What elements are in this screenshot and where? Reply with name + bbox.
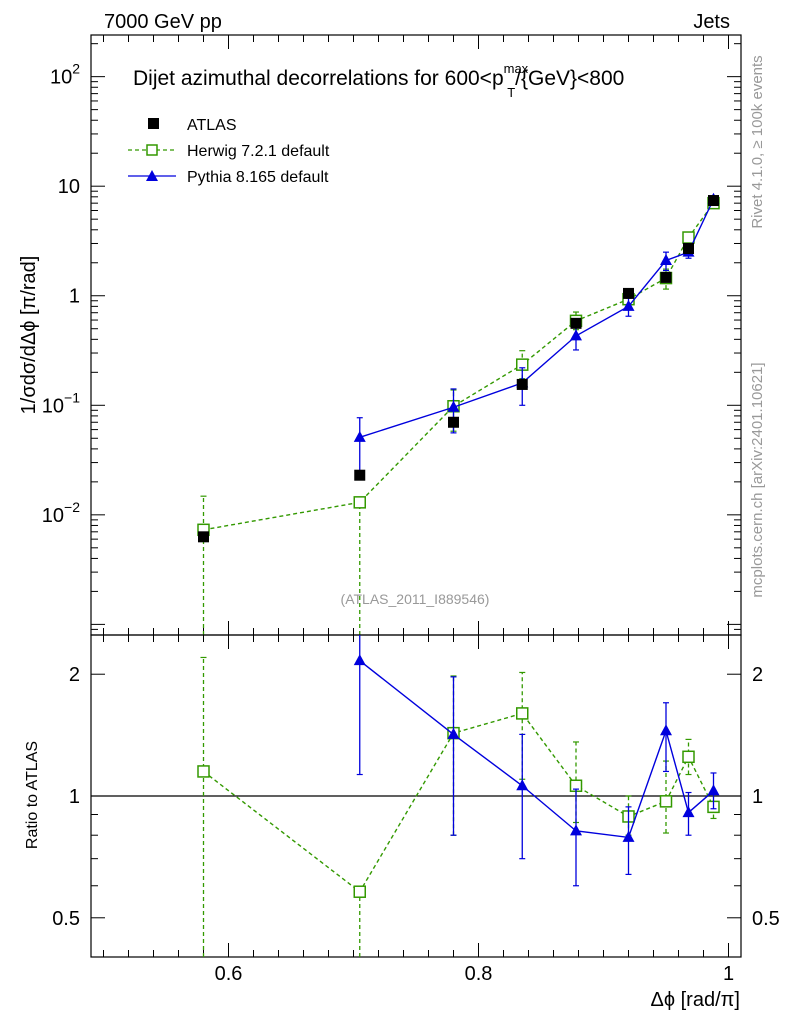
- atlas-data-point: [198, 531, 209, 543]
- legend-marker-herwig: [146, 144, 158, 156]
- mcplots-reference-label: mcplots.cern.ch [arXiv:2401.10621]: [749, 362, 766, 597]
- pythia-data-point: [353, 430, 366, 442]
- pythia-data-point: [660, 724, 672, 736]
- herwig-series-line: [203, 712, 715, 893]
- herwig-data-point: [516, 707, 529, 720]
- atlas-data-point: [708, 195, 719, 207]
- pythia-data-point: [570, 329, 582, 341]
- herwig-data-point: [682, 750, 695, 764]
- header-collision-label: 7000 GeV pp: [104, 11, 222, 33]
- pythia-data-point: [622, 299, 635, 311]
- legend-marker-pythia: [146, 170, 158, 181]
- atlas-data-point: [448, 416, 459, 428]
- herwig-data-point: [682, 231, 695, 244]
- ratio-y-tick-label-right: 2: [752, 664, 763, 686]
- legend-label-herwig: Herwig 7.2.1 default: [187, 143, 330, 160]
- herwig-data-point: [197, 765, 210, 778]
- ratio-y-tick-label: 1: [69, 786, 80, 808]
- herwig-data-point: [659, 795, 673, 808]
- ratio-y-tick-label-right: 1: [752, 786, 763, 808]
- main-y-tick-label: 102: [50, 61, 80, 89]
- x-tick-label: 1: [723, 963, 734, 985]
- pythia-data-point: [660, 253, 672, 265]
- atlas-data-point: [683, 242, 694, 254]
- legend-label-atlas: ATLAS: [187, 117, 237, 134]
- pythia-data-point: [516, 779, 529, 791]
- ratio-y-tick-label: 0.5: [52, 908, 80, 930]
- pythia-data-point: [447, 400, 460, 412]
- atlas-data-point: [516, 378, 528, 390]
- ratio-y-tick-label-right: 0.5: [752, 908, 780, 930]
- main-panel: Dijet azimuthal decorrelations for 600<p…: [18, 34, 742, 636]
- pythia-data-point: [570, 824, 582, 836]
- herwig-data-point: [353, 885, 366, 898]
- pythia-data-point: [622, 830, 635, 842]
- ratio-y-tick-label: 2: [69, 664, 80, 686]
- analysis-tag: (ATLAS_2011_I889546): [341, 591, 490, 607]
- pythia-series-line: [359, 660, 714, 839]
- ratio-panel: Ratio to ATLAS Δϕ [rad/π] 0.5 0.5 1 1 2 2 0.6 0…: [24, 634, 780, 1011]
- ratio-y-axis-label: Ratio to ATLAS: [24, 741, 41, 849]
- pythia-data-point: [353, 654, 366, 666]
- main-y-tick-label: 1: [69, 286, 80, 308]
- x-tick-label: 0.8: [465, 963, 493, 985]
- legend: ATLAS Herwig 7.2.1 default Pythia 8.165 …: [128, 117, 330, 186]
- x-tick-label: 0.6: [215, 963, 243, 985]
- x-axis-label: Δϕ [rad/π]: [651, 989, 741, 1011]
- main-y-tick-label: 10: [58, 176, 80, 198]
- herwig-series-line: [203, 202, 715, 531]
- atlas-data-point: [354, 469, 366, 481]
- plot-title: Dijet azimuthal decorrelations for 600<p…: [133, 61, 624, 100]
- pythia-data-point: [447, 727, 460, 739]
- legend-label-pythia: Pythia 8.165 default: [187, 169, 329, 186]
- pythia-series-line: [359, 198, 715, 438]
- legend-marker-atlas: [148, 118, 159, 129]
- main-y-tick-label: 10−2: [42, 499, 80, 527]
- atlas-data-point: [570, 317, 582, 329]
- pythia-data-point: [682, 806, 695, 818]
- pythia-data-point: [707, 784, 720, 796]
- main-y-tick-label: 10−1: [42, 389, 80, 417]
- header-process-label: Jets: [693, 11, 730, 33]
- main-y-axis-label: 1/σdσ/dΔϕ [π/rad]: [18, 256, 40, 415]
- herwig-data-point: [353, 496, 366, 509]
- atlas-data-point: [660, 271, 672, 283]
- atlas-data-point: [623, 287, 634, 299]
- rivet-version-label: Rivet 4.1.0, ≥ 100k events: [749, 55, 766, 228]
